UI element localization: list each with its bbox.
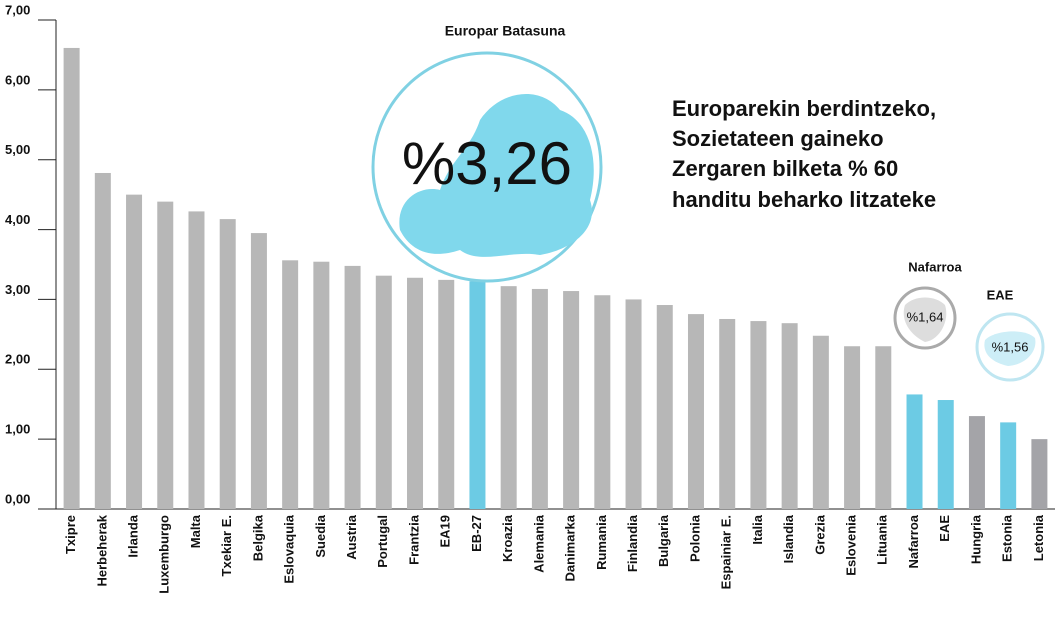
bar <box>719 318 736 509</box>
eu-value: %3,26 <box>402 130 572 197</box>
bar <box>563 291 580 509</box>
y-tick-label: 3,00 <box>5 282 30 297</box>
bar <box>812 335 829 509</box>
x-tick-label: Suedia <box>313 514 328 557</box>
bar <box>469 281 486 509</box>
x-tick-label: Txipre <box>63 515 78 554</box>
headline: Zergaren bilketa % 60 <box>672 156 898 181</box>
x-tick-label: Estonia <box>1000 514 1015 562</box>
x-tick-label: Rumania <box>594 514 609 570</box>
headline: Sozietateen gaineko <box>672 126 884 151</box>
x-tick-label: Eslovaquia <box>282 514 297 583</box>
nafarroa-map <box>903 297 947 342</box>
eae-title: EAE <box>987 287 1014 302</box>
x-tick-label: Malta <box>188 514 203 548</box>
bar <box>781 323 798 509</box>
x-tick-label: Islandia <box>781 514 796 563</box>
x-tick-label: Letonia <box>1031 514 1046 561</box>
bar <box>687 314 704 509</box>
x-tick-label: Espainiar E. <box>719 515 734 589</box>
bar <box>313 261 330 509</box>
headline: Europarekin berdintzeko, <box>672 96 936 121</box>
bar <box>344 265 361 509</box>
bar <box>625 299 642 509</box>
x-tick-label: EAE <box>937 515 952 542</box>
x-tick-label: Austria <box>344 514 359 560</box>
bar <box>594 295 611 509</box>
bar <box>219 219 236 510</box>
x-tick-label: EB-27 <box>469 515 484 552</box>
x-tick-label: Lituania <box>875 514 890 565</box>
x-tick-label: Grezia <box>812 514 827 555</box>
x-tick-label: EA19 <box>438 515 453 548</box>
eae-map <box>984 331 1036 366</box>
x-tick-label: Italia <box>750 514 765 544</box>
bar <box>188 211 205 509</box>
y-tick-label: 1,00 <box>5 422 30 437</box>
headline: handitu beharko litzateke <box>672 187 936 212</box>
bar <box>531 288 548 509</box>
y-tick-label: 4,00 <box>5 212 30 227</box>
x-tick-label: Herbeherak <box>94 514 109 586</box>
eu-map <box>399 93 594 257</box>
bar <box>500 286 517 509</box>
x-tick-label: Irlanda <box>125 514 140 557</box>
y-tick-label: 7,00 <box>5 2 30 17</box>
x-tick-label: Finlandia <box>625 514 640 572</box>
x-tick-label: Frantzia <box>406 514 421 565</box>
x-tick-label: Txekiar E. <box>219 515 234 576</box>
y-tick-label: 5,00 <box>5 142 30 157</box>
x-tick-label: Nafarroa <box>906 514 921 568</box>
bar <box>937 400 954 509</box>
eu-title: Europar Batasuna <box>445 23 566 39</box>
nafarroa-title: Nafarroa <box>908 259 962 274</box>
nafarroa-value: %1,64 <box>907 309 944 324</box>
eae-value: %1,56 <box>992 339 1029 354</box>
bar <box>94 172 111 510</box>
x-tick-label: Luxemburgo <box>157 515 172 594</box>
x-tick-label: Hungria <box>968 514 983 564</box>
bar <box>968 416 985 509</box>
bar <box>375 275 392 509</box>
x-tick-label: Alemania <box>531 514 546 573</box>
x-tick-label: Polonia <box>687 514 702 562</box>
x-tick-label: Kroazia <box>500 514 515 562</box>
bar <box>844 346 861 509</box>
x-tick-label: Portugal <box>375 515 390 568</box>
bar <box>157 201 174 509</box>
bar <box>63 47 80 509</box>
bar <box>750 321 767 509</box>
x-tick-label: Bulgaria <box>656 514 671 567</box>
y-tick-label: 0,00 <box>5 491 30 506</box>
y-tick-label: 6,00 <box>5 72 30 87</box>
x-tick-label: Danimarka <box>563 514 578 581</box>
bar <box>906 394 923 509</box>
bar <box>282 260 299 509</box>
x-tick-label: Belgika <box>250 514 265 561</box>
y-tick-label: 2,00 <box>5 352 30 367</box>
bar <box>656 305 673 509</box>
bar <box>407 277 424 509</box>
bar <box>1031 439 1048 509</box>
bar <box>438 279 455 509</box>
x-tick-label: Eslovenia <box>844 514 859 575</box>
bar <box>250 233 267 510</box>
bar <box>1000 422 1017 509</box>
bar <box>126 194 143 509</box>
bar <box>875 346 892 509</box>
